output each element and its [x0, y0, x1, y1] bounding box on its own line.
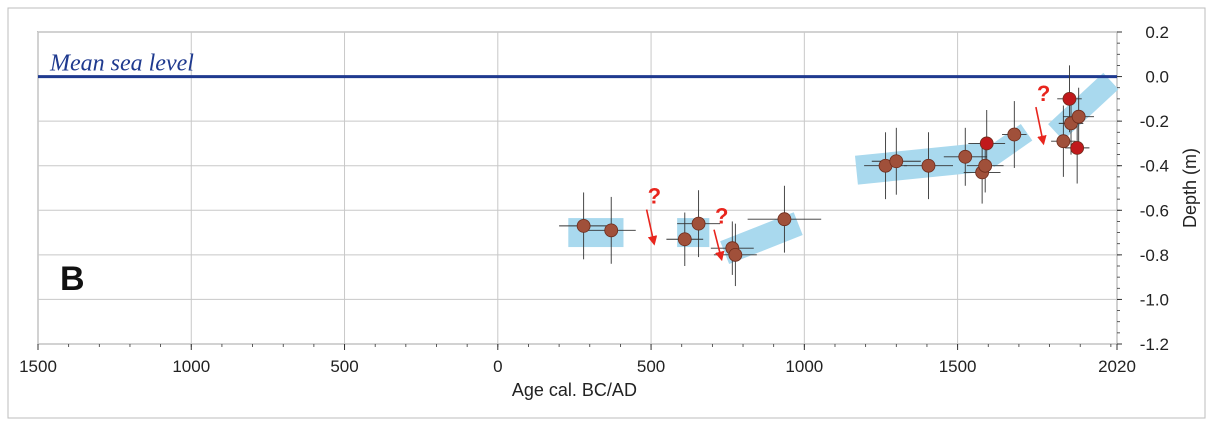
x-tick-label: 1500	[939, 357, 977, 376]
y-tick-label: -0.6	[1140, 201, 1169, 220]
x-axis: 1500 1000 500 0 500 1000 1500 2020	[19, 344, 1136, 376]
plot-area	[37, 31, 1118, 345]
y-tick-label: -1.2	[1140, 335, 1169, 354]
question-arrow	[1035, 106, 1047, 146]
x-tick-label: 1000	[785, 357, 823, 376]
x-tick-label: 2020	[1098, 357, 1136, 376]
y-tick-label: -0.2	[1140, 112, 1169, 131]
mean-sea-level-label: Mean sea level	[49, 51, 194, 77]
data-point	[728, 247, 743, 262]
question-arrow	[713, 229, 725, 262]
question-mark-label: ?	[715, 204, 728, 229]
data-point	[1071, 109, 1086, 124]
data-point	[978, 158, 993, 173]
data-point	[921, 158, 936, 173]
data-point	[1070, 140, 1085, 155]
y-tick-label: -1.0	[1140, 290, 1169, 309]
data-point	[677, 232, 692, 247]
data-point	[1007, 127, 1022, 142]
data-point	[777, 212, 792, 227]
x-tick-label: 500	[330, 357, 358, 376]
y-axis-title: Depth (m)	[1180, 148, 1200, 228]
y-tick-label: -0.8	[1140, 246, 1169, 265]
data-points	[576, 91, 1086, 262]
question-mark-label: ?	[648, 184, 661, 209]
data-point	[1056, 134, 1071, 149]
y-tick-label: 0.0	[1145, 68, 1169, 87]
question-arrow	[645, 209, 658, 246]
y-tick-label: 0.2	[1145, 23, 1169, 42]
data-point	[889, 154, 904, 169]
data-point	[979, 136, 994, 151]
x-tick-label: 1000	[172, 357, 210, 376]
data-point	[691, 216, 706, 231]
data-point	[604, 223, 619, 238]
data-point	[576, 218, 591, 233]
x-tick-label: 1500	[19, 357, 57, 376]
panel-label: B	[60, 260, 85, 298]
x-tick-label: 0	[493, 357, 502, 376]
data-point	[958, 149, 973, 164]
y-tick-label: -0.4	[1140, 157, 1169, 176]
y-axis: 0.2 0.0 -0.2 -0.4 -0.6 -0.8 -1.0 -1.2	[1117, 23, 1169, 354]
question-mark-label: ?	[1037, 81, 1050, 106]
question-annotations: ???	[645, 81, 1050, 262]
x-tick-label: 500	[637, 357, 665, 376]
data-point	[1062, 91, 1077, 106]
x-axis-title: Age cal. BC/AD	[512, 380, 637, 400]
